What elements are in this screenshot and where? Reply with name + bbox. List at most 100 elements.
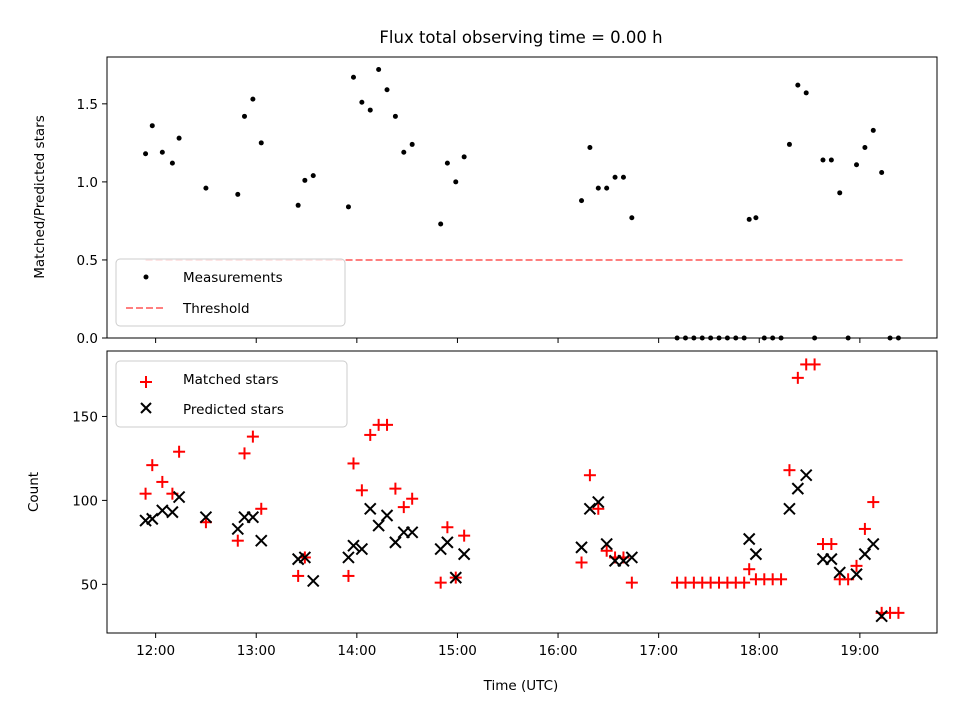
measurement-point (295, 202, 301, 208)
predicted-star-point (858, 547, 872, 561)
measurement-point (350, 74, 356, 80)
measurement-point (604, 185, 610, 191)
matched-star-point (743, 563, 756, 576)
bottom-y-ticks: 50 100 150 (72, 409, 107, 593)
matched-star-point (355, 484, 368, 497)
predicted-star-point (156, 504, 169, 517)
measurement-point (629, 215, 635, 221)
predicted-star-point (791, 482, 805, 495)
measurement-point (612, 174, 618, 180)
matched-star-point (246, 430, 259, 443)
predicted-star-point (199, 510, 213, 524)
predicted-star-point (583, 502, 597, 515)
matched-star-point (783, 464, 796, 477)
bottom-legend: Matched stars Predicted stars (115, 360, 348, 428)
bottom-legend-box (115, 360, 348, 428)
predicted-star-point (875, 610, 888, 623)
legend-predicted-marker (140, 402, 152, 414)
measurement-point (595, 185, 601, 191)
matched-star-point (600, 544, 613, 557)
predicted-star-point (355, 542, 369, 556)
matched-star-point (381, 418, 394, 431)
predicted-star-point (166, 505, 179, 519)
predicted-star-point (783, 502, 796, 515)
predicted-star-point (389, 536, 402, 549)
top-y-ticks: 0.0 0.5 1.0 1.5 (77, 97, 107, 347)
matched-star-point (775, 573, 788, 586)
y-tick-label: 0.0 (77, 331, 98, 347)
predicted-star-point (380, 509, 394, 522)
measurement-point (587, 145, 593, 151)
matched-star-point (791, 371, 804, 384)
matched-star-point (156, 475, 169, 488)
x-tick-label: 16:00 (539, 643, 578, 659)
measurement-point (746, 216, 752, 222)
matched-star-point (389, 482, 402, 495)
legend-threshold-label: Threshold (182, 301, 250, 317)
measurement-point (235, 191, 241, 197)
matched-star-point (892, 606, 905, 619)
matched-star-point (406, 492, 419, 505)
matched-star-point (583, 469, 596, 482)
predicted-star-point (867, 537, 880, 551)
matched-star-point (858, 522, 871, 535)
predicted-star-point (449, 571, 462, 584)
measurement-point (620, 174, 626, 180)
matched-star-point (850, 559, 863, 572)
legend-measurements-marker (143, 274, 149, 280)
predicted-star-point (347, 539, 360, 552)
matched-star-point (808, 358, 821, 371)
predicted-star-point (600, 537, 613, 551)
measurement-point (444, 160, 450, 166)
matched-star-point (458, 529, 471, 542)
predicted-star-point (364, 502, 377, 515)
measurement-point (803, 90, 809, 96)
matched-star-point (292, 569, 305, 582)
top-legend-box (115, 258, 346, 327)
measurement-point (359, 99, 365, 105)
measurement-point (143, 151, 149, 157)
predicted-star-point (405, 526, 419, 539)
predicted-star-point (742, 532, 756, 546)
matched-star-point (867, 496, 880, 509)
matched-star-point (342, 569, 355, 582)
predicted-star-point (592, 495, 605, 509)
top-x-ticks (155, 338, 861, 343)
predicted-star-point (146, 512, 159, 526)
measurement-point (203, 185, 209, 191)
predicted-star-point (575, 541, 588, 554)
measurement-point (854, 162, 860, 168)
y-tick-label: 1.0 (77, 175, 98, 191)
x-axis-label: Time (UTC) (483, 678, 559, 694)
legend-predicted-label: Predicted stars (183, 402, 284, 418)
legend-matched-marker (140, 376, 152, 388)
matched-star-point (255, 502, 268, 515)
predicted-star-point (833, 566, 846, 579)
measurement-point (461, 154, 467, 160)
predicted-star-point (749, 547, 763, 561)
measurement-point (870, 127, 876, 133)
matched-star-point (441, 521, 454, 534)
matched-star-point (825, 538, 838, 551)
predicted-star-point (342, 551, 355, 564)
bottom-y-axis-label: Count (26, 472, 42, 512)
y-tick-label: 50 (81, 577, 98, 593)
measurement-point (401, 149, 407, 155)
measurement-point (453, 179, 459, 185)
top-y-axis-label: Matched/Predicted stars (32, 115, 48, 278)
predicted-star-point (457, 547, 471, 561)
predicted-star-point (372, 519, 385, 532)
chart-title: Flux total observing time = 0.00 h (379, 28, 662, 47)
bottom-axes-frame (106, 350, 938, 634)
measurement-point (258, 140, 264, 146)
matched-star-point (434, 576, 447, 589)
y-tick-label: 100 (72, 493, 98, 509)
matched-star-point (231, 534, 244, 547)
measurement-point (310, 173, 316, 179)
measurement-point (345, 204, 351, 210)
predicted-star-point (255, 534, 268, 547)
predicted-star-point (246, 510, 260, 524)
predicted-star-point (172, 490, 186, 504)
